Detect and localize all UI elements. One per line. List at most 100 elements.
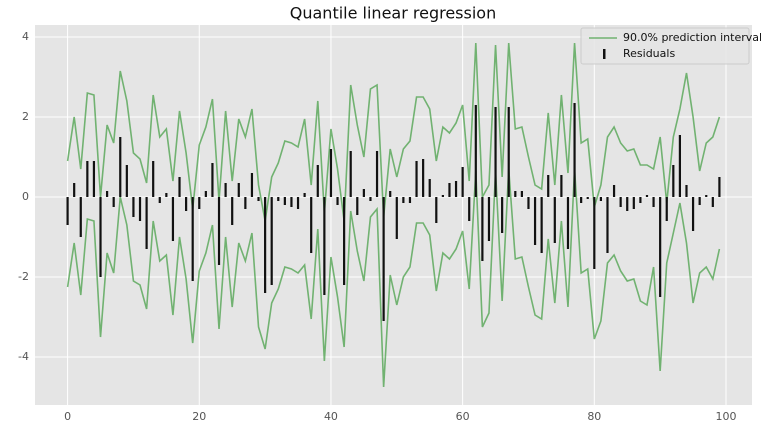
residual-bar [290, 197, 293, 207]
residual-bar [66, 197, 69, 225]
residual-bar [540, 197, 543, 253]
legend-label: Residuals [623, 47, 675, 60]
residual-bar [685, 185, 688, 197]
legend-box [580, 27, 750, 65]
y-tick-label: 2 [22, 110, 29, 123]
residual-bar [691, 197, 695, 231]
residual-bar [652, 197, 655, 207]
residual-bar [119, 137, 122, 197]
residual-bar [356, 197, 359, 215]
residual-bar [593, 197, 596, 269]
residual-bar [402, 197, 405, 203]
residual-bar [211, 163, 214, 197]
residual-bar [408, 197, 412, 203]
residual-bar [428, 179, 431, 197]
chart-title: Quantile linear regression [290, 4, 496, 23]
residual-bar [79, 197, 82, 237]
residual-bar [178, 177, 181, 197]
residual-bar [599, 197, 602, 201]
residual-bar [217, 197, 221, 265]
residual-bar [165, 193, 168, 197]
residual-bar [553, 197, 556, 243]
residual-bar [152, 161, 155, 197]
interval-line [66, 42, 721, 222]
residual-bar [99, 197, 102, 277]
x-tick-label: 0 [64, 410, 71, 423]
residual-bar [73, 183, 76, 197]
residual-bar [171, 197, 175, 241]
residual-bar [606, 197, 609, 253]
residual-bar [132, 197, 135, 217]
residual-bar [198, 197, 201, 209]
residual-bar [158, 197, 161, 203]
legend-swatch [603, 49, 606, 59]
y-tick-label: 0 [22, 190, 29, 203]
residual-bar [264, 197, 267, 293]
residual-bar [257, 197, 260, 201]
residual-bar [112, 197, 115, 207]
residual-bar [237, 183, 240, 197]
residual-bar [204, 191, 207, 197]
residual-bar [323, 197, 326, 295]
residual-bar [369, 197, 372, 201]
residual-bar [573, 103, 576, 197]
residual-bar [659, 197, 662, 297]
residual-bar [185, 197, 188, 211]
x-tick-label: 40 [324, 410, 338, 423]
residual-bar [626, 197, 629, 211]
residual-bar [283, 197, 286, 205]
residual-bar [231, 197, 234, 225]
residual-bar [705, 195, 708, 197]
residual-bar [435, 197, 438, 223]
residual-bar [138, 197, 142, 221]
residual-bar [448, 183, 451, 197]
residual-bar [454, 181, 458, 197]
residual-bar [501, 197, 504, 233]
residual-bar [698, 197, 701, 205]
residual-bar [533, 197, 537, 245]
residual-bar [422, 159, 425, 197]
residual-bar [560, 175, 563, 197]
x-tick-label: 60 [456, 410, 470, 423]
residual-bar [619, 197, 622, 207]
residual-bar [547, 175, 550, 197]
residual-bar [514, 191, 517, 197]
residual-bar [494, 107, 497, 197]
residual-bar [718, 177, 721, 197]
residual-bar [329, 149, 333, 197]
x-tick-label: 100 [715, 410, 736, 423]
residual-bar [468, 197, 471, 221]
residual-bar [270, 197, 273, 285]
y-tick-label: -4 [18, 350, 29, 363]
residual-bar [296, 197, 300, 209]
residual-bar [645, 195, 649, 197]
residual-bar [612, 185, 616, 197]
y-tick-label: 4 [22, 30, 29, 43]
residual-bar [310, 197, 313, 253]
plot-area [35, 25, 752, 405]
residual-bar [474, 105, 477, 197]
residual-bar [191, 197, 194, 281]
residual-bar [303, 193, 306, 197]
residual-bar [250, 173, 254, 197]
residual-bar [277, 197, 280, 201]
residual-bar [395, 197, 398, 239]
y-tick-label: -2 [18, 270, 29, 283]
residual-bar [316, 165, 319, 197]
residual-bar [145, 197, 148, 249]
residual-bar [343, 197, 346, 285]
residual-bar [244, 197, 247, 209]
residual-bar [375, 151, 379, 197]
residual-bar [566, 197, 570, 249]
residual-bar [711, 197, 714, 207]
residual-bar [441, 195, 444, 197]
residual-bar [665, 197, 668, 221]
residual-bar [92, 161, 96, 197]
residual-bar [415, 161, 418, 197]
residual-bar [349, 151, 352, 197]
residual-bar [507, 107, 510, 197]
residual-bar [678, 135, 682, 197]
residual-bar [639, 197, 642, 203]
residual-bar [586, 197, 589, 199]
